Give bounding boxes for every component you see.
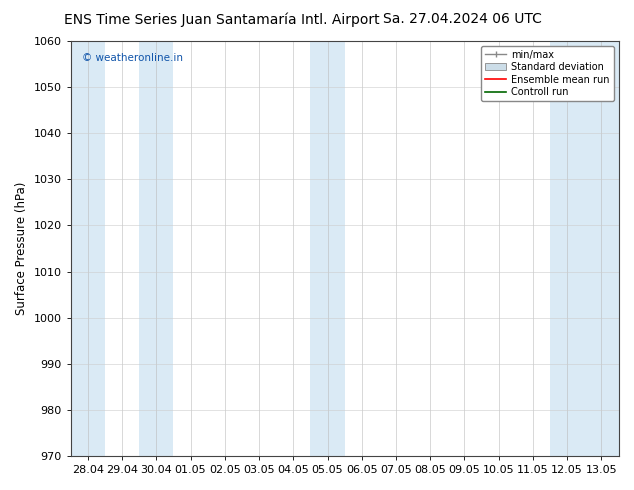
Bar	[311, 41, 345, 456]
Bar	[139, 41, 174, 456]
Text: ENS Time Series Juan Santamaría Intl. Airport: ENS Time Series Juan Santamaría Intl. Ai…	[64, 12, 380, 27]
Text: Sa. 27.04.2024 06 UTC: Sa. 27.04.2024 06 UTC	[384, 12, 542, 26]
Bar	[550, 41, 619, 456]
Text: © weatheronline.in: © weatheronline.in	[82, 53, 183, 64]
Y-axis label: Surface Pressure (hPa): Surface Pressure (hPa)	[15, 182, 28, 315]
Legend: min/max, Standard deviation, Ensemble mean run, Controll run: min/max, Standard deviation, Ensemble me…	[481, 46, 614, 101]
Bar	[71, 41, 105, 456]
